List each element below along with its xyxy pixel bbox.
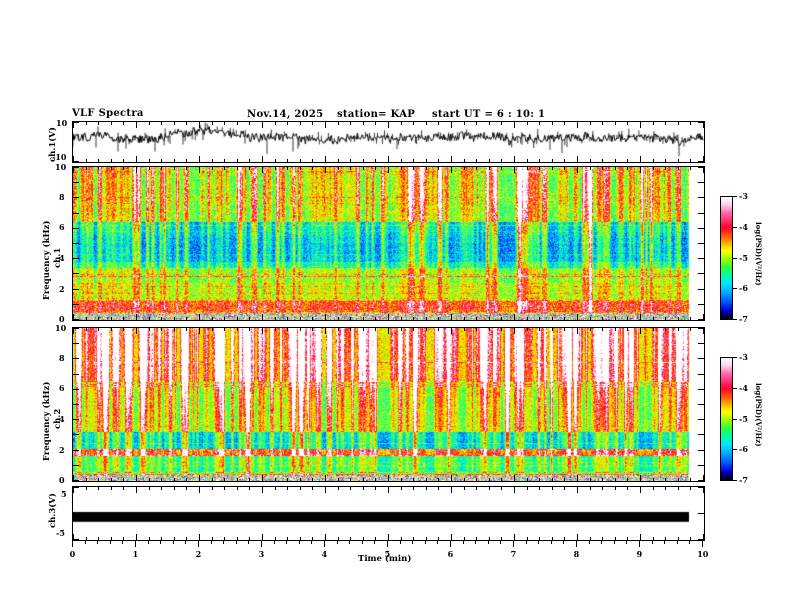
colorbar-ch2-title: log(PSD)(V²/Hz): [754, 383, 763, 447]
colorbar-tick: [733, 419, 737, 420]
panel3-ytick-0: 0: [59, 475, 65, 485]
panel2-ytick-6: 6: [59, 222, 65, 232]
figure-title: VLF Spectra: [72, 108, 144, 119]
colorbar-tick: [733, 449, 737, 450]
colorbar-tick-label: -6: [739, 444, 748, 454]
panel4-ytick-5: 5: [61, 489, 67, 499]
x-tick-label: 0: [69, 549, 76, 559]
colorbar-tick: [733, 258, 737, 259]
colorbar-tick-label: -5: [739, 414, 748, 424]
colorbar-tick: [733, 319, 737, 320]
x-tick-label: 5: [384, 549, 391, 559]
x-tick-label: 3: [258, 549, 265, 559]
colorbar-tick: [733, 288, 737, 289]
panel-ch1-spectrogram: [72, 166, 705, 321]
panel1-ytick-bottom: -10: [52, 152, 67, 162]
panel1-ytick-top: 10: [56, 118, 68, 128]
colorbar-tick: [733, 480, 737, 481]
ch1-spectrogram-image: [73, 167, 704, 320]
colorbar-tick: [733, 227, 737, 228]
colorbar-tick-label: -4: [739, 222, 748, 232]
panel2-ytick-4: 4: [59, 253, 65, 263]
colorbar-ch2-gradient: [721, 358, 732, 480]
panel2-ylabel-freq: Frequency (kHz): [42, 220, 52, 300]
panel2-ytick-0: 0: [59, 314, 65, 324]
colorbar-tick: [733, 357, 737, 358]
panel4-ylabel: ch.3(V): [48, 493, 58, 528]
colorbar-ch2: [720, 357, 733, 481]
figure-station: station= KAP: [337, 109, 416, 120]
panel3-ytick-6: 6: [59, 383, 65, 393]
x-tick-label: 10: [697, 549, 709, 559]
x-tick-label: 8: [573, 549, 580, 559]
figure-date: Nov.14, 2025: [247, 109, 324, 120]
panel3-ytick-10: 10: [55, 323, 67, 333]
panel4-ytick-minus5: -5: [56, 528, 65, 538]
ch2-spectrogram-image: [73, 328, 704, 481]
colorbar-tick-label: -4: [739, 383, 748, 393]
x-tick-label: 7: [510, 549, 517, 559]
x-tick-label: 4: [321, 549, 328, 559]
colorbar-tick: [733, 196, 737, 197]
figure-start-ut: start UT = 6 : 10: 1: [432, 109, 546, 120]
figure-header: VLF Spectra Nov.14, 2025 station= KAP st…: [72, 108, 692, 122]
colorbar-tick-label: -5: [739, 253, 748, 263]
colorbar-ch1-title: log(PSD)(V²/Hz): [754, 222, 763, 286]
x-tick-label: 2: [195, 549, 202, 559]
x-axis-title: Time (min): [358, 554, 412, 564]
panel3-ytick-4: 4: [59, 414, 65, 424]
ch3-waveform-trace: [73, 487, 704, 540]
colorbar-tick-label: -3: [739, 191, 748, 201]
x-tick-label: 9: [636, 549, 643, 559]
panel-ch2-spectrogram: [72, 327, 705, 482]
panel2-ytick-8: 8: [59, 192, 65, 202]
colorbar-tick-label: -7: [739, 475, 748, 485]
colorbar-tick-label: -7: [739, 314, 748, 324]
panel2-ytick-10: 10: [55, 162, 67, 172]
x-tick-label: 1: [132, 549, 139, 559]
panel3-ylabel-freq: Frequency (kHz): [42, 381, 52, 461]
colorbar-tick-label: -3: [739, 352, 748, 362]
x-axis: 0 1 2 3 4 5 6 7 8 9 10: [69, 541, 709, 567]
panel-ch3-waveform: [72, 486, 705, 541]
panel3-ytick-2: 2: [59, 445, 65, 455]
x-tick-label: 6: [447, 549, 454, 559]
panel2-ytick-2: 2: [59, 284, 65, 294]
panel-ch1-waveform: [72, 121, 705, 163]
ch1-waveform-trace: [73, 122, 704, 162]
colorbar-tick-label: -6: [739, 283, 748, 293]
colorbar-ch1: [720, 196, 733, 320]
colorbar-tick: [733, 388, 737, 389]
colorbar-ch1-gradient: [721, 197, 732, 319]
panel3-ytick-8: 8: [59, 353, 65, 363]
